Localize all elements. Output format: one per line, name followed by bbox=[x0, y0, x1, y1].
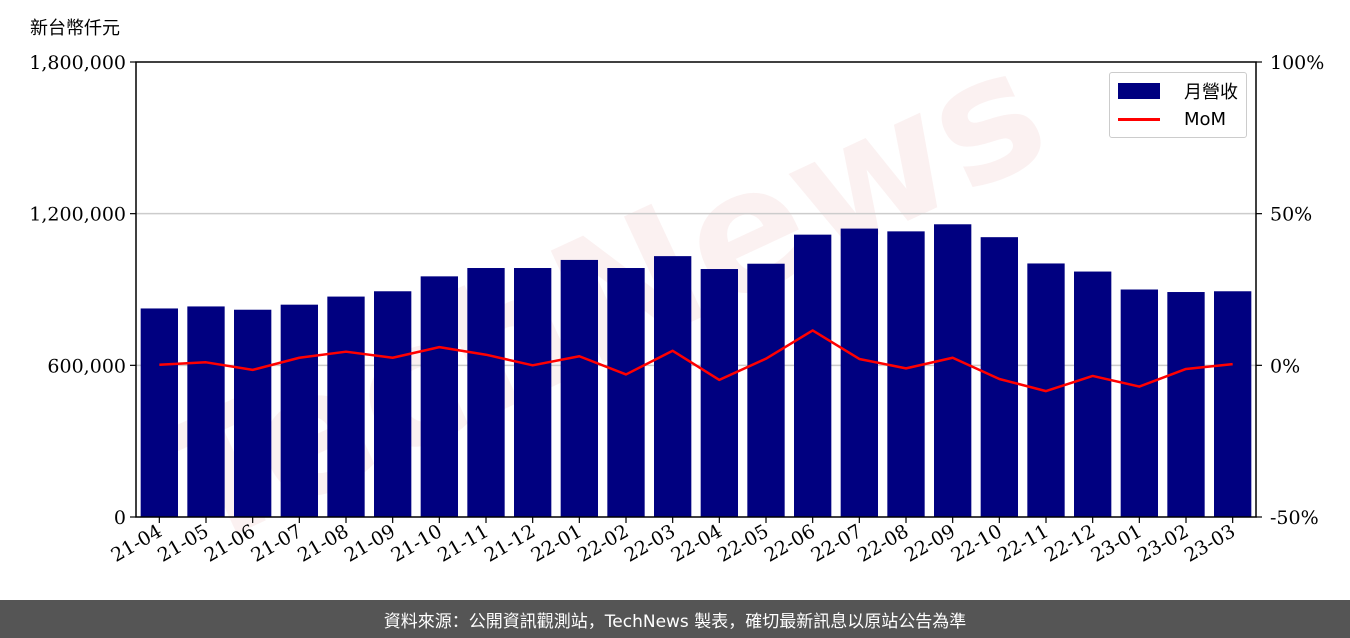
bar-revenue bbox=[934, 224, 972, 518]
bar-revenue bbox=[467, 268, 505, 517]
plot-frame bbox=[135, 61, 1257, 518]
y-left-tick-label: 0 bbox=[114, 507, 126, 529]
x-tick-label: 22-12 bbox=[1041, 520, 1099, 566]
bar-revenue bbox=[980, 237, 1018, 518]
x-tick-label: 22-04 bbox=[667, 520, 725, 566]
x-tick-label: 21-08 bbox=[294, 520, 352, 566]
y-left-tick-label: 600,000 bbox=[47, 355, 126, 377]
bar-revenue bbox=[1074, 271, 1112, 517]
x-tick-label: 21-06 bbox=[201, 520, 259, 566]
bar-revenue bbox=[327, 296, 365, 517]
legend-label-mom: MoM bbox=[1184, 108, 1227, 130]
bar-revenue bbox=[514, 268, 552, 517]
x-tick-label: 21-09 bbox=[341, 520, 399, 566]
line-mom bbox=[159, 329, 1233, 393]
x-tick-label: 21-05 bbox=[154, 520, 212, 566]
bar-revenue bbox=[747, 263, 785, 517]
legend-swatch-line bbox=[1118, 117, 1160, 121]
bar-revenue bbox=[234, 309, 272, 517]
x-tick-label: 22-10 bbox=[947, 520, 1005, 566]
legend-swatch-bar bbox=[1118, 83, 1160, 99]
chart-legend: 月營收 MoM bbox=[1109, 72, 1247, 138]
x-tick-label: 22-05 bbox=[714, 520, 772, 566]
legend-item-revenue: 月營收 bbox=[1118, 79, 1238, 103]
x-tick-label: 22-09 bbox=[901, 520, 959, 566]
x-tick-label: 23-01 bbox=[1087, 520, 1145, 566]
bar-revenue bbox=[1120, 289, 1158, 517]
x-tick-label: 21-11 bbox=[434, 520, 492, 566]
x-tick-label: 21-12 bbox=[481, 520, 539, 566]
y-axis-unit-label: 新台幣仟元 bbox=[30, 18, 120, 39]
x-tick-label: 22-03 bbox=[621, 520, 679, 566]
bar-revenue bbox=[420, 276, 458, 517]
bar-revenue bbox=[374, 291, 412, 517]
bar-revenue bbox=[607, 268, 645, 517]
bar-revenue bbox=[887, 231, 925, 517]
x-tick-label: 22-02 bbox=[574, 520, 632, 566]
bar-revenue bbox=[654, 256, 692, 517]
revenue-chart: 0 600,000 1,200,000 1,800,000 -50% 0% 50% 100% 2… bbox=[29, 52, 1324, 567]
y-right-tick-label: -50% bbox=[1270, 507, 1319, 529]
bar-revenue bbox=[187, 306, 225, 517]
bar-revenue bbox=[794, 234, 832, 517]
bar-revenue bbox=[560, 259, 598, 517]
y-right-tick-label: 100% bbox=[1270, 52, 1324, 74]
x-tick-label: 22-07 bbox=[807, 520, 865, 566]
legend-label-revenue: 月營收 bbox=[1184, 82, 1238, 103]
source-footer: 資料來源：公開資訊觀測站，TechNews 製表，確切最新訊息以原站公告為準 bbox=[0, 600, 1350, 638]
bar-revenue bbox=[1167, 292, 1205, 517]
y-right-tick-label: 0% bbox=[1270, 355, 1300, 377]
y-left-tick-label: 1,200,000 bbox=[29, 204, 126, 226]
x-tick-label: 21-07 bbox=[247, 520, 305, 566]
x-tick-label: 22-01 bbox=[527, 520, 585, 566]
x-tick-label: 21-10 bbox=[387, 520, 445, 566]
y-right-tick-label: 50% bbox=[1270, 204, 1312, 226]
x-tick-label: 23-02 bbox=[1134, 520, 1192, 566]
x-tick-label: 23-03 bbox=[1181, 520, 1239, 566]
bar-revenue bbox=[1214, 291, 1252, 517]
y-left-tick-label: 1,800,000 bbox=[29, 52, 126, 74]
bar-revenue bbox=[840, 228, 878, 517]
x-tick-label: 22-08 bbox=[854, 520, 912, 566]
legend-item-mom: MoM bbox=[1118, 107, 1226, 131]
x-tick-label: 22-11 bbox=[994, 520, 1052, 566]
x-tick-label: 22-06 bbox=[761, 520, 819, 566]
source-footer-text: 資料來源：公開資訊觀測站，TechNews 製表，確切最新訊息以原站公告為準 bbox=[383, 611, 967, 632]
bar-revenue bbox=[700, 269, 738, 517]
bar-revenue bbox=[140, 308, 178, 517]
bar-revenue bbox=[280, 304, 318, 517]
